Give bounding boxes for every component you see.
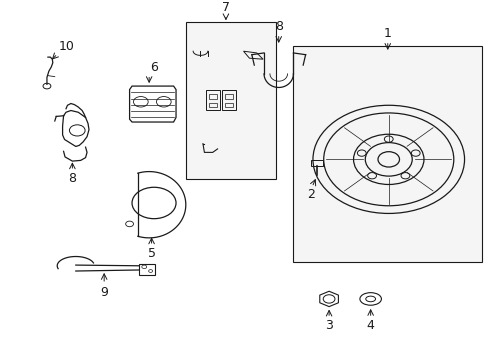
- Text: 7: 7: [222, 0, 229, 14]
- Text: 8: 8: [274, 20, 282, 33]
- Text: 5: 5: [147, 247, 155, 260]
- Bar: [209, 94, 217, 99]
- Bar: [222, 90, 235, 110]
- Text: 10: 10: [59, 40, 74, 53]
- Bar: [139, 264, 155, 275]
- Bar: [209, 103, 217, 107]
- Text: 8: 8: [68, 172, 76, 185]
- Bar: [224, 103, 232, 107]
- Bar: [206, 90, 220, 110]
- Bar: [310, 160, 322, 166]
- Text: 1: 1: [383, 27, 391, 40]
- Text: 2: 2: [306, 188, 314, 201]
- Bar: [224, 94, 232, 99]
- Text: 6: 6: [150, 61, 158, 74]
- Bar: [293, 46, 481, 262]
- Text: 4: 4: [366, 319, 374, 332]
- Text: 3: 3: [325, 319, 332, 332]
- Text: 9: 9: [100, 286, 108, 299]
- Bar: [185, 22, 276, 179]
